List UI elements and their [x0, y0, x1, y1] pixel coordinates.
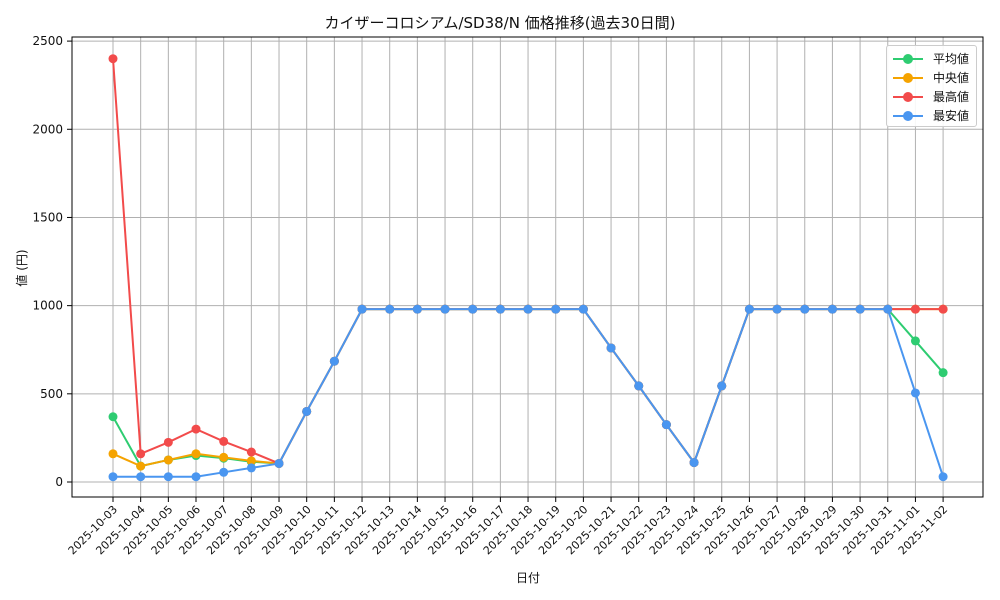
- data-point: [689, 458, 699, 468]
- legend-swatch-icon: [893, 72, 923, 84]
- legend-item: 最安値: [887, 106, 976, 125]
- data-point: [468, 304, 478, 314]
- data-point: [412, 304, 422, 314]
- data-point: [191, 449, 201, 459]
- data-point: [744, 304, 754, 314]
- data-point: [661, 420, 671, 430]
- legend: 平均値中央値最高値最安値: [886, 45, 977, 127]
- legend-swatch-icon: [893, 110, 923, 122]
- data-point: [274, 458, 284, 468]
- data-point: [717, 381, 727, 391]
- series-lines: [108, 54, 948, 482]
- x-axis: 2025-10-032025-10-042025-10-052025-10-06…: [66, 497, 950, 557]
- y-tick-label: 0: [55, 475, 63, 489]
- data-point: [108, 449, 118, 459]
- data-point: [910, 304, 920, 314]
- data-point: [163, 455, 173, 465]
- y-tick-label: 1500: [32, 210, 63, 224]
- data-point: [606, 343, 616, 353]
- data-point: [440, 304, 450, 314]
- data-point: [827, 304, 837, 314]
- legend-item: 中央値: [887, 68, 976, 87]
- data-point: [136, 472, 146, 482]
- x-axis-label: 日付: [516, 571, 540, 585]
- data-point: [219, 467, 229, 477]
- y-tick-label: 2500: [32, 34, 63, 48]
- data-point: [136, 449, 146, 459]
- data-point: [385, 304, 395, 314]
- data-point: [800, 304, 810, 314]
- legend-label: 最高値: [933, 90, 970, 104]
- data-point: [938, 472, 948, 482]
- plot-area-frame: [71, 36, 984, 498]
- data-point: [219, 452, 229, 462]
- data-point: [246, 463, 256, 473]
- legend-item: 平均値: [887, 49, 976, 68]
- chart-title: カイザーコロシアム/SD38/N 価格推移(過去30日間): [324, 14, 676, 32]
- y-tick-label: 500: [40, 387, 63, 401]
- y-axis-label: 値 (円): [14, 249, 29, 286]
- legend-label: 中央値: [933, 71, 970, 85]
- data-point: [329, 356, 339, 366]
- data-point: [495, 304, 505, 314]
- data-point: [910, 336, 920, 346]
- data-point: [855, 304, 865, 314]
- y-tick-label: 2000: [32, 122, 63, 136]
- data-point: [108, 412, 118, 422]
- data-point: [578, 304, 588, 314]
- data-point: [191, 472, 201, 482]
- data-point: [246, 456, 256, 466]
- data-point: [938, 368, 948, 378]
- data-point: [910, 388, 920, 398]
- data-point: [883, 304, 893, 314]
- data-point: [163, 472, 173, 482]
- data-point: [523, 304, 533, 314]
- legend-swatch-icon: [893, 53, 923, 65]
- data-point: [219, 436, 229, 446]
- data-point: [302, 406, 312, 416]
- grid-lines: [72, 37, 983, 497]
- y-axis: 0 500 1000 1500 2000 2500: [32, 34, 72, 489]
- y-tick-label: 1000: [32, 299, 63, 313]
- data-point: [772, 304, 782, 314]
- data-point: [136, 461, 146, 471]
- legend-item: 最高値: [887, 87, 976, 106]
- legend-swatch-icon: [893, 91, 923, 103]
- data-point: [634, 381, 644, 391]
- data-point: [163, 437, 173, 447]
- data-point: [938, 304, 948, 314]
- data-point: [357, 304, 367, 314]
- data-point: [108, 54, 118, 64]
- legend-label: 平均値: [933, 52, 970, 66]
- data-point: [551, 304, 561, 314]
- data-point: [191, 424, 201, 434]
- series-3: [108, 304, 948, 482]
- data-point: [108, 472, 118, 482]
- legend-label: 最安値: [933, 109, 970, 123]
- data-point: [246, 447, 256, 457]
